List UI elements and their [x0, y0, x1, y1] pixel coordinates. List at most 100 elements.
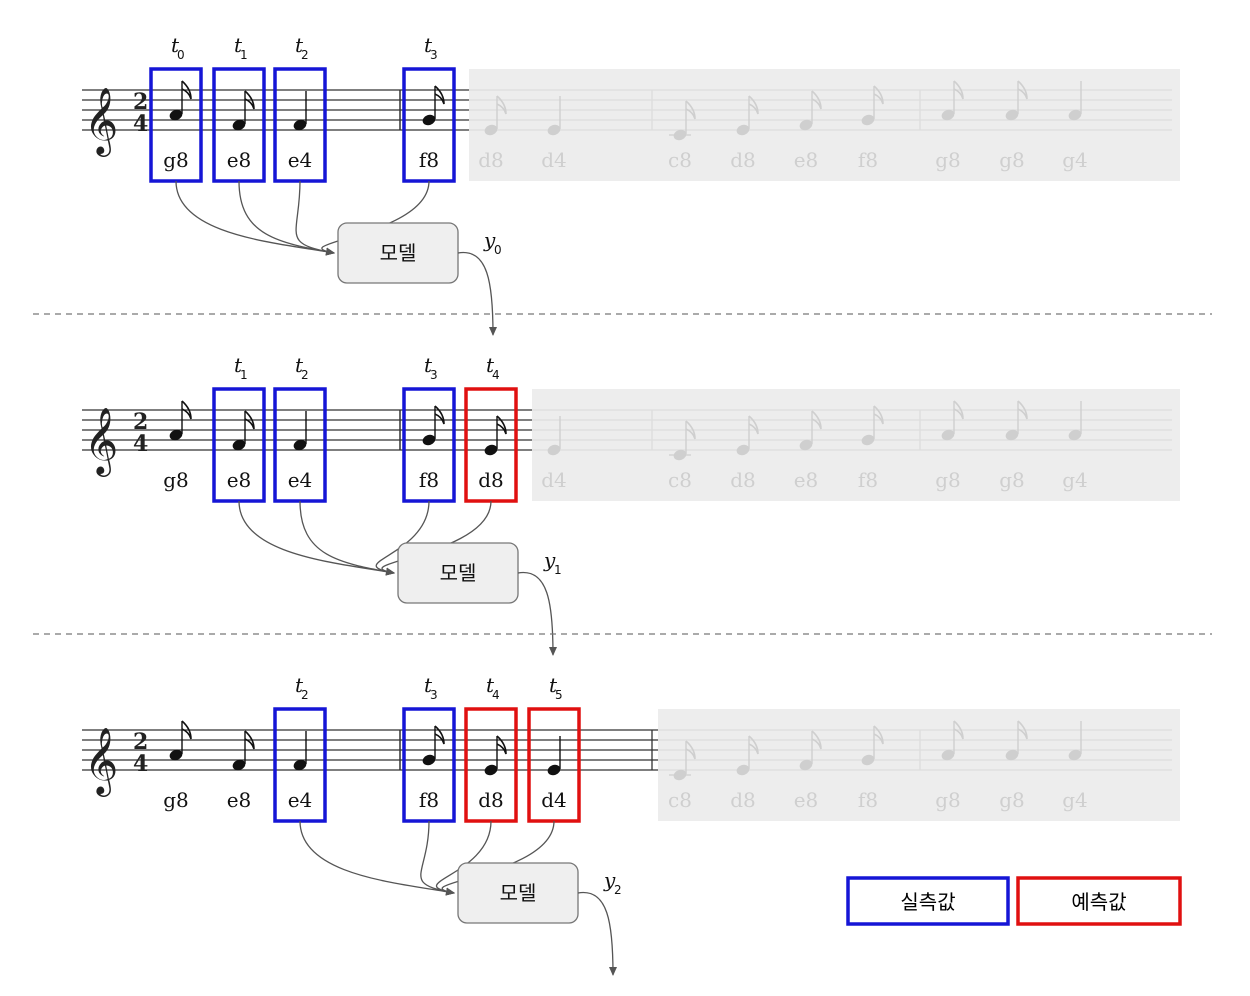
note-head	[547, 764, 561, 776]
note-flag	[1017, 400, 1028, 420]
note-label: e8	[227, 788, 252, 812]
note-flag	[244, 730, 255, 750]
note: f8	[419, 725, 445, 812]
treble-clef-icon: 𝄞	[84, 406, 118, 477]
note: e8	[227, 410, 255, 492]
output-arrow	[577, 891, 617, 976]
note-head	[941, 749, 955, 761]
note-label: d4	[541, 148, 567, 172]
note-head	[484, 764, 498, 776]
note-flag	[748, 95, 759, 115]
input-arrow	[436, 820, 492, 896]
note-head	[861, 434, 875, 446]
note-label: d8	[478, 148, 504, 172]
note-flag	[434, 405, 445, 425]
time-signature-bottom: 4	[133, 751, 148, 777]
note-label: d4	[541, 788, 567, 812]
note-flag	[496, 95, 507, 115]
output-subscript: 0	[494, 243, 502, 257]
note-flag	[244, 410, 255, 430]
time-label: t	[295, 673, 304, 697]
note: d8	[478, 735, 507, 812]
note: d4	[541, 736, 567, 812]
note-label: d8	[730, 788, 756, 812]
input-arrow	[238, 500, 395, 576]
note-head	[1005, 749, 1019, 761]
note-flag	[953, 720, 964, 740]
note-flag	[811, 730, 822, 750]
note-head	[547, 444, 561, 456]
time-signature-top: 2	[133, 409, 148, 435]
note-flag	[496, 735, 507, 755]
note: g8	[999, 720, 1028, 812]
note-label: g8	[999, 788, 1025, 812]
note-flag	[244, 90, 255, 110]
note-head	[232, 439, 246, 451]
note: f8	[858, 725, 884, 812]
note-label: f8	[858, 148, 878, 172]
note: c8	[668, 420, 696, 492]
note-head	[1068, 109, 1082, 121]
model-label: 모델	[380, 241, 417, 265]
note-flag	[685, 100, 696, 120]
note-label: c8	[668, 148, 692, 172]
time-signature-top: 2	[133, 89, 148, 115]
note: d4	[541, 416, 567, 492]
note-label: c8	[668, 788, 692, 812]
time-subscript: 1	[240, 368, 248, 382]
input-arrow	[175, 180, 335, 256]
note-flag	[748, 735, 759, 755]
faded-future-region	[532, 389, 1180, 501]
note-flag	[434, 725, 445, 745]
time-signature-bottom: 4	[133, 431, 148, 457]
note-flag	[873, 405, 884, 425]
note-label: e8	[227, 468, 252, 492]
output-label: y	[543, 548, 556, 572]
note: d4	[541, 96, 567, 172]
note: f8	[858, 405, 884, 492]
note: g8	[163, 400, 192, 492]
time-subscript: 3	[430, 368, 438, 382]
note-head	[1068, 749, 1082, 761]
time-label: t	[234, 353, 243, 377]
note: f8	[419, 405, 445, 492]
treble-clef-icon: 𝄞	[84, 86, 118, 157]
note: e4	[288, 731, 312, 812]
note-head	[422, 754, 436, 766]
note: g4	[1062, 401, 1088, 492]
note: f8	[858, 85, 884, 172]
note-head	[169, 429, 183, 441]
note-head	[232, 759, 246, 771]
note: e8	[227, 90, 255, 172]
time-subscript: 3	[430, 48, 438, 62]
note-label: e4	[288, 148, 313, 172]
note-label: e8	[227, 148, 252, 172]
note-head	[293, 119, 307, 131]
note-head	[799, 119, 813, 131]
legend-predicted-box	[1016, 876, 1182, 926]
note: d8	[730, 735, 759, 812]
faded-future-region	[469, 69, 1180, 181]
note: e4	[288, 411, 312, 492]
time-subscript: 4	[492, 688, 500, 702]
input-arrow	[299, 500, 395, 576]
input-arrow	[238, 180, 335, 256]
time-label: t	[549, 673, 558, 697]
note-head	[293, 439, 307, 451]
note-label: g8	[935, 468, 961, 492]
time-subscript: 0	[177, 48, 185, 62]
note-label: f8	[858, 468, 878, 492]
time-label: t	[424, 353, 433, 377]
note-label: d8	[478, 468, 504, 492]
note-flag	[685, 420, 696, 440]
note: e8	[227, 730, 255, 812]
note-label: f8	[419, 148, 439, 172]
note-head	[799, 759, 813, 771]
time-label: t	[295, 33, 304, 57]
time-subscript: 5	[555, 688, 563, 702]
note: d8	[730, 415, 759, 492]
note-label: f8	[419, 788, 439, 812]
time-subscript: 2	[301, 48, 309, 62]
note: e8	[794, 410, 822, 492]
note-flag	[496, 415, 507, 435]
